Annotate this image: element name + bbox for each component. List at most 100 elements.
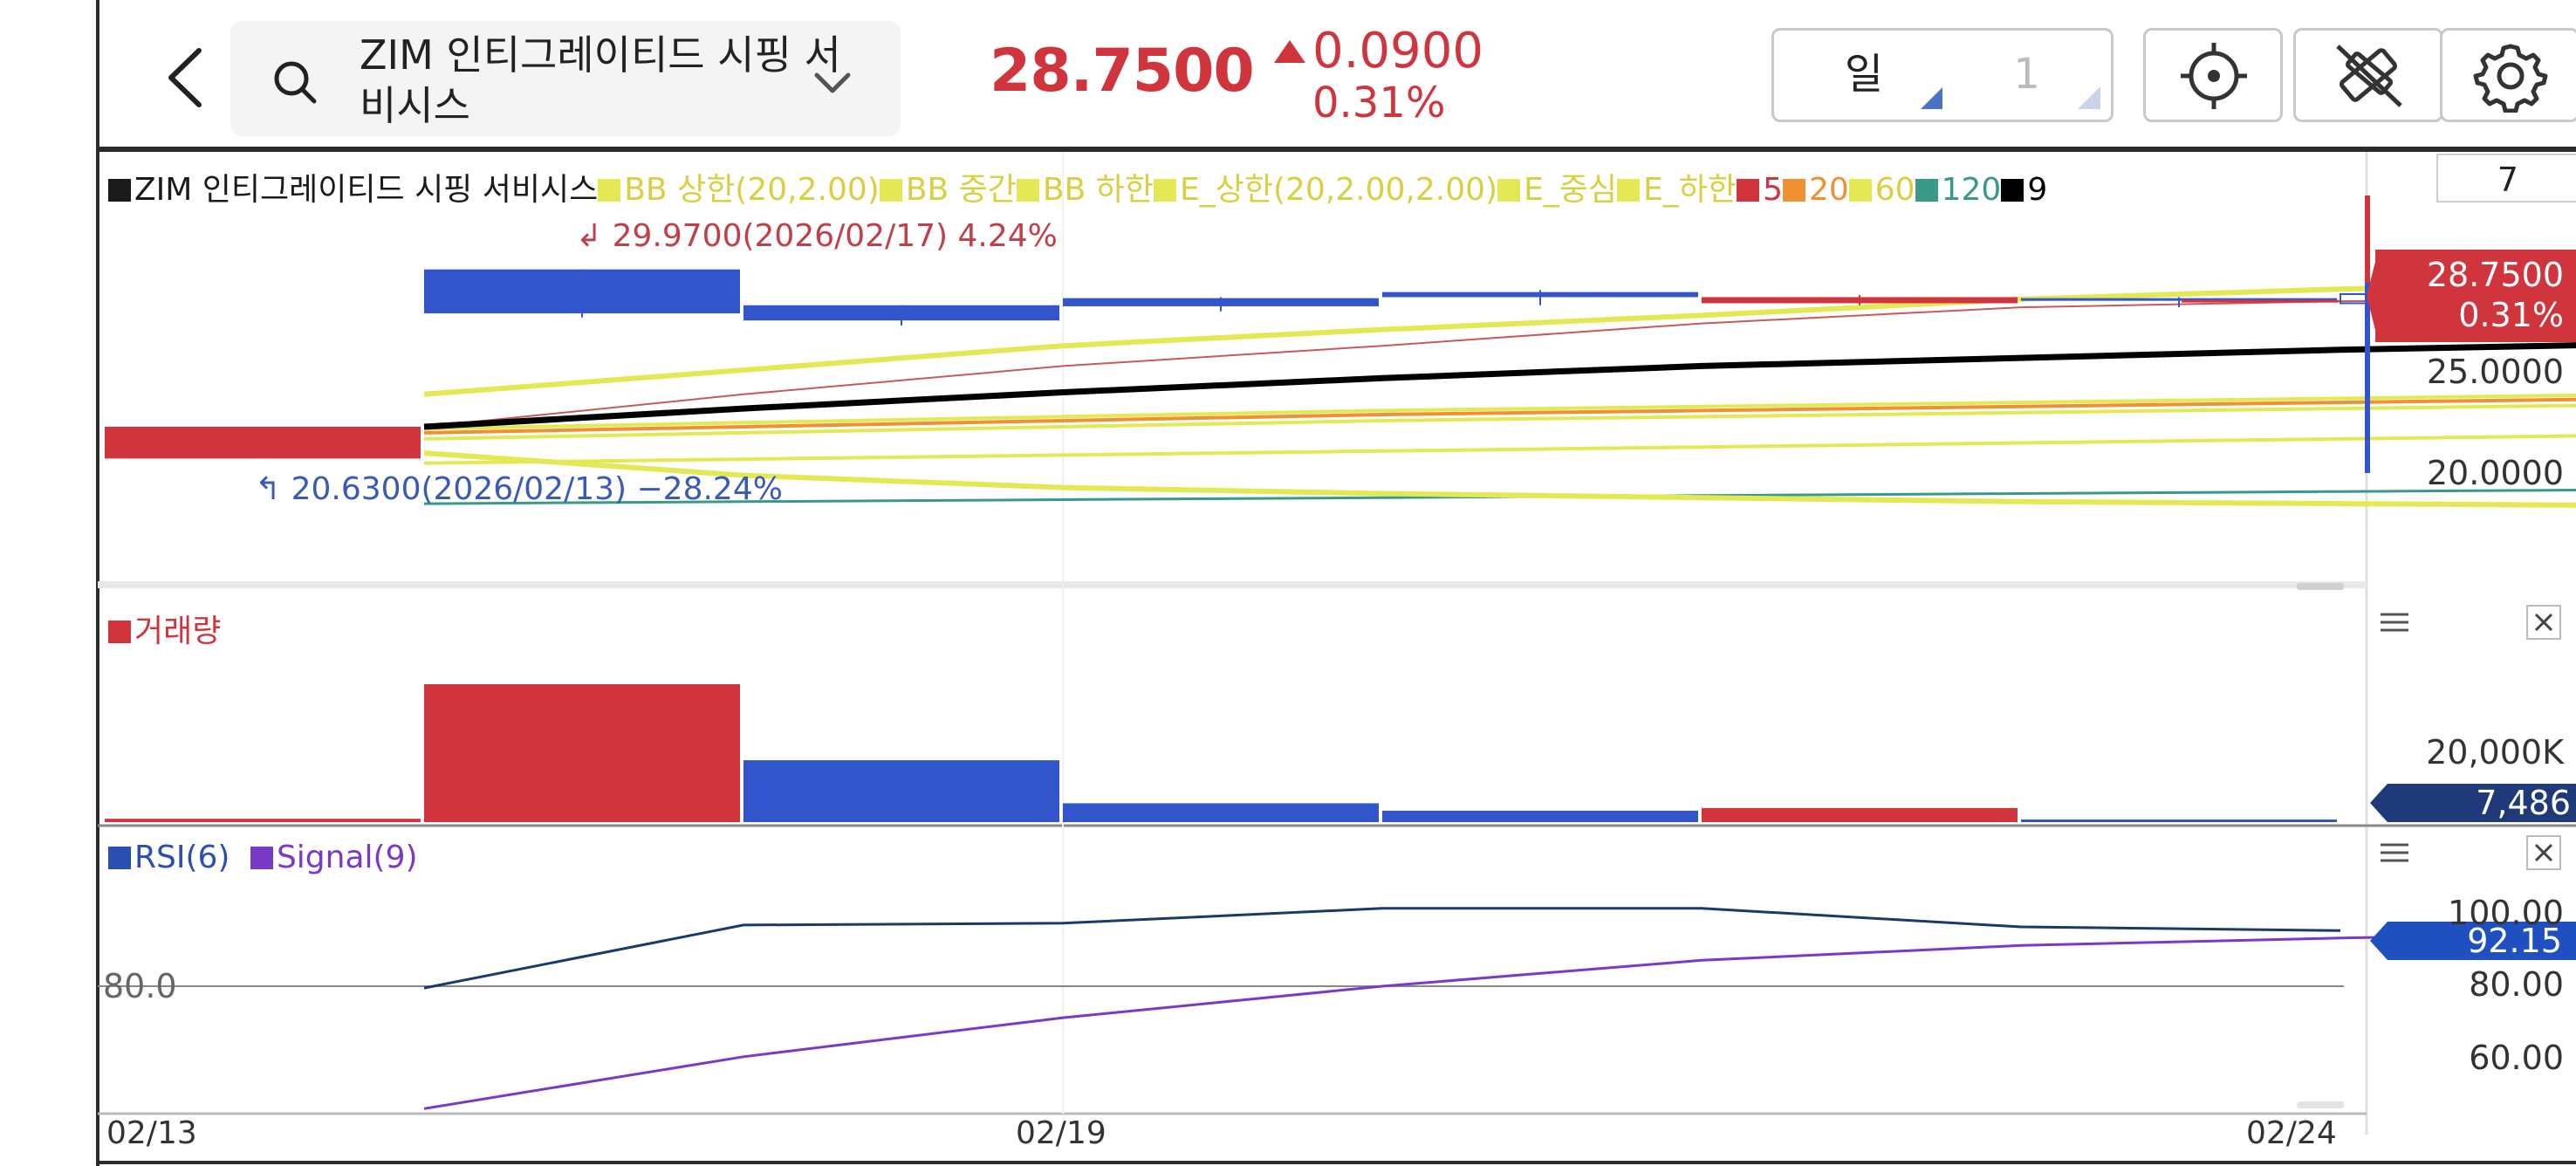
- rsi-tag-bg: [2370, 922, 2576, 960]
- legend-label: BB 하한: [1042, 172, 1154, 208]
- rsi-reference-label: 80.0: [103, 967, 177, 1005]
- price-panel-count[interactable]: 7: [2436, 154, 2576, 202]
- legend-label: E_상한(20,2.00,2.00): [1179, 172, 1498, 208]
- scroll-handle[interactable]: [2297, 1101, 2344, 1108]
- x-axis-label: 02/19: [1016, 1115, 1106, 1151]
- scroll-handle[interactable]: [2297, 583, 2344, 590]
- dropdown-corner-icon: [1921, 86, 1943, 109]
- candle-body: [105, 426, 421, 459]
- legend-label: 120: [1941, 172, 2002, 208]
- rsi-axis-tick: 100.00: [2448, 894, 2564, 932]
- volume-bar: [105, 819, 421, 822]
- price-panel: [105, 269, 2576, 508]
- candle-body: [424, 269, 740, 314]
- gear-icon: [2473, 44, 2548, 113]
- price-range-accent: [2365, 283, 2370, 473]
- up-triangle-icon: [1274, 40, 1305, 63]
- legend-swatch: [1153, 179, 1176, 202]
- arrow-down-left-icon: ↲: [576, 218, 613, 254]
- back-arrow-icon[interactable]: [150, 38, 229, 117]
- search-icon: [274, 61, 317, 104]
- legend-label: BB 상한(20,2.00): [624, 172, 880, 208]
- panel-separator: [98, 581, 2367, 588]
- drawing-tools-button[interactable]: [2293, 28, 2443, 122]
- arrow-up-left-icon: ↰: [255, 471, 291, 507]
- price-legend: ZIM 인티그레이티드 시핑 서비시스 BB 상한(20,2.00) BB 중간 BB…: [108, 164, 2047, 209]
- volume-bar: [2021, 820, 2337, 822]
- price-change-percent: 0.31%: [1312, 79, 1446, 127]
- bollinger-upper-line: [423, 280, 2576, 397]
- settings-button[interactable]: [2440, 28, 2576, 122]
- rsi-axis-tick: 80.00: [2469, 965, 2564, 1004]
- min-price-annotation: ↰ 20.6300(2026/02/13) −28.24%: [255, 471, 783, 507]
- legend-swatch: [1016, 179, 1039, 202]
- legend-swatch: [108, 621, 131, 643]
- last-price-tag-arrow: [2367, 262, 2375, 330]
- price-change: 0.0900: [1312, 23, 1483, 79]
- envelope-line: [423, 394, 2576, 431]
- header-divider: [98, 147, 2576, 152]
- legend-swatch: [879, 179, 902, 202]
- legend-label: 거래량: [134, 614, 222, 649]
- menu-icon[interactable]: [2377, 607, 2412, 637]
- volume-bar: [1382, 810, 1698, 822]
- chevron-down-icon[interactable]: [806, 56, 859, 108]
- legend-swatch: [2001, 179, 2024, 202]
- dropdown-corner-icon: [2078, 86, 2100, 109]
- legend-swatch: [1915, 179, 1938, 202]
- legend-label: ZIM 인티그레이티드 시핑 서비시스: [134, 172, 599, 208]
- price-legend-items: ZIM 인티그레이티드 시핑 서비시스 BB 상한(20,2.00) BB 중간 BB…: [108, 172, 2047, 208]
- rsi-panel: [98, 907, 2576, 1110]
- legend-swatch: [1737, 179, 1760, 202]
- candle-body: [743, 305, 1059, 321]
- rsi-line: [423, 907, 2341, 990]
- signal-line: [423, 932, 2576, 1110]
- volume-panel: [105, 684, 2337, 822]
- volume-tag-bg: [2370, 784, 2576, 822]
- price-axis-tick: 25.0000: [2426, 353, 2564, 391]
- envelope-line: [423, 434, 2576, 465]
- candle-body: [1063, 298, 1379, 306]
- legend-label: 9: [2027, 172, 2048, 208]
- volume-last-tag: 7,486: [2476, 784, 2571, 822]
- legend-label: 60: [1874, 172, 1915, 208]
- last-price-tag-bg: [2375, 250, 2576, 342]
- crosshair-button[interactable]: [2143, 28, 2283, 122]
- price-range-accent: [2365, 195, 2370, 283]
- last-price-tag: 28.7500 0.31%: [2426, 256, 2564, 334]
- stock-search-box[interactable]: ZIM 인티그레이티드 시핑 서비시스: [230, 21, 901, 136]
- candle-body: [2021, 298, 2337, 301]
- rsi-last-tag: 92.15: [2467, 922, 2562, 960]
- candle-body: [1702, 297, 2018, 304]
- max-price-annotation: ↲ 29.9700(2026/02/17) 4.24%: [576, 218, 1058, 254]
- ruler-pencil-off-icon: [2336, 45, 2402, 107]
- x-axis-label: 02/24: [2246, 1115, 2337, 1151]
- volume-legend: 거래량: [108, 606, 221, 651]
- period-label: 일: [1844, 50, 1884, 99]
- volume-bar: [424, 684, 740, 822]
- menu-icon[interactable]: [2377, 838, 2412, 868]
- period-value: 1: [2013, 50, 2040, 99]
- legend-swatch: [108, 179, 131, 202]
- volume-axis-tick: 20,000K: [2426, 733, 2564, 772]
- legend-swatch: [250, 847, 273, 869]
- x-axis-label: 02/13: [106, 1115, 197, 1151]
- ma20-line: [423, 397, 2576, 435]
- rsi-legend: RSI(6) Signal(9): [108, 840, 418, 875]
- envelope-line: [423, 403, 2576, 441]
- legend-swatch: [108, 847, 131, 869]
- close-icon[interactable]: [2525, 834, 2562, 871]
- close-icon[interactable]: [2525, 604, 2562, 641]
- volume-bar: [743, 760, 1059, 822]
- legend-label: RSI(6): [134, 840, 230, 875]
- legend-label: Signal(9): [276, 840, 418, 875]
- legend-label: 20: [1808, 172, 1849, 208]
- period-value-button[interactable]: 1: [1942, 28, 2114, 122]
- legend-swatch: [1617, 179, 1641, 202]
- legend-label: E_중심: [1524, 172, 1618, 208]
- legend-swatch: [1782, 179, 1805, 202]
- legend-swatch: [1848, 179, 1872, 202]
- legend-swatch: [598, 179, 621, 202]
- legend-label: E_하한: [1643, 172, 1737, 208]
